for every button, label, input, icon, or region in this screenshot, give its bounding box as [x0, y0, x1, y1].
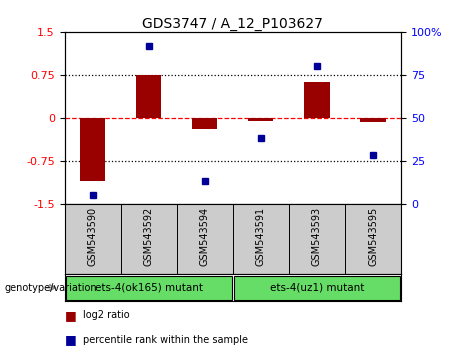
Text: ets-4(ok165) mutant: ets-4(ok165) mutant: [95, 282, 203, 293]
Text: genotype/variation: genotype/variation: [5, 282, 97, 293]
Text: log2 ratio: log2 ratio: [83, 310, 130, 320]
Text: GSM543594: GSM543594: [200, 207, 210, 266]
Text: GSM543591: GSM543591: [256, 207, 266, 266]
Text: GSM543590: GSM543590: [88, 207, 98, 266]
Bar: [136, 75, 161, 118]
Text: ■: ■: [65, 309, 76, 321]
Bar: [361, 118, 386, 122]
Bar: [65, 276, 232, 299]
Text: percentile rank within the sample: percentile rank within the sample: [83, 335, 248, 345]
Text: GSM543592: GSM543592: [144, 207, 154, 266]
Text: ets-4(uz1) mutant: ets-4(uz1) mutant: [270, 282, 364, 293]
Bar: [192, 118, 218, 129]
Text: ■: ■: [65, 333, 76, 346]
Bar: [234, 276, 400, 299]
Bar: [304, 82, 330, 118]
Bar: [248, 118, 273, 121]
Title: GDS3747 / A_12_P103627: GDS3747 / A_12_P103627: [142, 17, 323, 31]
Text: GSM543595: GSM543595: [368, 207, 378, 266]
Text: GSM543593: GSM543593: [312, 207, 322, 266]
Bar: [80, 118, 105, 181]
